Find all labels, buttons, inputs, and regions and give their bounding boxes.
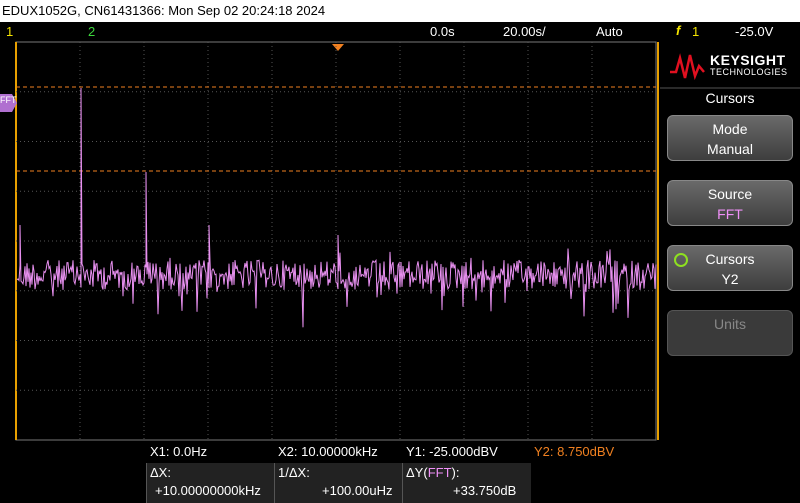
inv-dx-box	[274, 463, 403, 503]
mode-button[interactable]: Mode Manual	[667, 115, 793, 161]
trigger-mode: Auto	[596, 24, 623, 39]
dy-box	[402, 463, 531, 503]
units-button[interactable]: Units	[667, 310, 793, 356]
logo-wave	[670, 53, 705, 81]
button-label: Mode	[712, 121, 748, 137]
dy-label-pre: ΔY(	[406, 465, 428, 480]
trigger-icon: f	[676, 23, 681, 38]
dy-label: ΔY(FFT):	[406, 465, 459, 480]
trigger-source: 1	[692, 24, 700, 39]
inv-dx-value: +100.00uHz	[322, 483, 393, 498]
button-label: Source	[707, 186, 753, 202]
dy-label-post: ):	[451, 465, 460, 480]
x2-readout: X2: 10.00000kHz	[278, 444, 378, 459]
dx-value: +10.00000000kHz	[155, 483, 261, 498]
x1-readout: X1: 0.0Hz	[150, 444, 208, 459]
cursors-button[interactable]: Cursors Y2	[667, 245, 793, 291]
trigger-level: -25.0V	[735, 24, 774, 39]
trigger-marker	[332, 44, 344, 51]
source-button[interactable]: Source FFT	[667, 180, 793, 226]
y2-readout: Y2: 8.750dBV	[534, 444, 615, 459]
dy-value: +33.750dB	[453, 483, 517, 498]
dx-box	[146, 463, 275, 503]
button-value: Y2	[721, 271, 739, 287]
fft-marker	[0, 94, 17, 112]
fft-label: FFT	[0, 95, 17, 105]
fft-trace	[16, 87, 657, 328]
button-label: Units	[714, 316, 746, 332]
title: EDUX1052G, CN61431366: Mon Sep 02 20:24:…	[2, 3, 326, 18]
inv-dx-label: 1/ΔX:	[278, 465, 310, 480]
brand-sub: TECHNOLOGIES	[710, 67, 788, 77]
dy-label-src: FFT	[427, 465, 452, 480]
y1-readout: Y1: -25.000dBV	[406, 444, 498, 459]
ch1-label[interactable]: 1	[6, 24, 14, 39]
brand: KEYSIGHT	[710, 52, 786, 68]
dx-label: ΔX:	[150, 465, 171, 480]
knob-icon	[674, 253, 688, 267]
button-value: FFT	[717, 206, 743, 222]
delay: 0.0s	[430, 24, 455, 39]
title-bar	[0, 0, 800, 22]
timebase: 20.00s/	[503, 24, 546, 39]
button-label: Cursors	[705, 251, 755, 267]
button-value: Manual	[707, 141, 753, 157]
menu-title: Cursors	[705, 90, 755, 106]
ch2-label[interactable]: 2	[88, 24, 96, 39]
